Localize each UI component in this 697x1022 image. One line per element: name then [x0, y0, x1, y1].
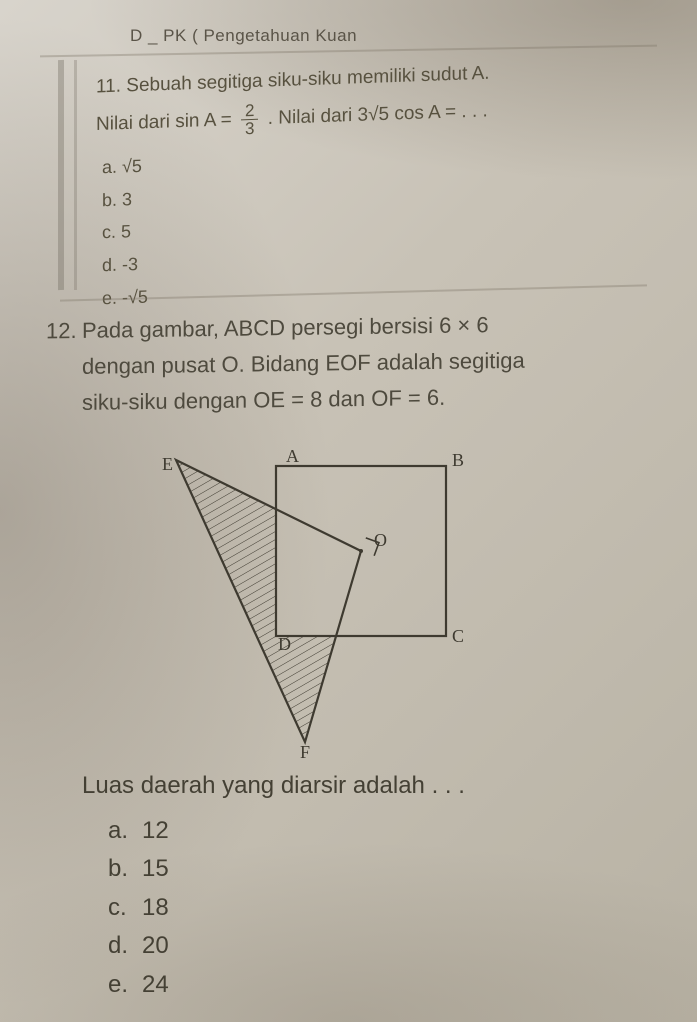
- question-11: 11. Sebuah segitiga siku-siku memiliki s…: [96, 53, 637, 316]
- margin-bar-2: [74, 60, 77, 290]
- q12-opt-e: e.24: [108, 966, 169, 1004]
- label-A: A: [286, 450, 299, 466]
- q12-opt-d: d.20: [108, 927, 169, 965]
- q11-number: 11.: [96, 76, 121, 98]
- label-B: B: [452, 450, 464, 470]
- worksheet-page: D _ PK ( Pengetahuan Kuan 11. Sebuah seg…: [0, 0, 697, 1022]
- q12-opt-c: c.18: [108, 889, 169, 927]
- q12-number: 12.: [46, 314, 77, 349]
- q12-prompt: Luas daerah yang diarsir adalah . . .: [82, 772, 465, 800]
- q12-opt-a: a.12: [108, 812, 169, 850]
- geometry-svg: E A B O C D F: [150, 450, 510, 760]
- label-C: C: [452, 626, 464, 646]
- q11-frac-num: 2: [241, 102, 258, 121]
- q12-options: a.12 b.15 c.18 d.20 e.24: [108, 812, 169, 1004]
- q12-line1: Pada gambar, ABCD persegi bersisi 6 × 6: [82, 306, 637, 348]
- q11-line2-pre: Nilai dari sin A =: [96, 110, 232, 136]
- q12-line3: siku-siku dengan OE = 8 dan OF = 6.: [82, 378, 637, 420]
- label-F: F: [300, 742, 310, 760]
- label-E: E: [162, 454, 173, 474]
- label-O: O: [374, 530, 387, 550]
- q11-fraction: 2 3: [241, 102, 258, 138]
- q12-figure: E A B O C D F: [150, 450, 510, 760]
- q12-opt-b: b.15: [108, 850, 169, 888]
- q12-line2: dengan pusat O. Bidang EOF adalah segiti…: [82, 342, 637, 384]
- page-header: D _ PK ( Pengetahuan Kuan: [130, 26, 357, 46]
- q11-line1: Sebuah segitiga siku-siku memiliki sudut…: [126, 63, 489, 97]
- q11-line2-post: . Nilai dari 3√5 cos A = . . .: [268, 101, 488, 130]
- question-12: 12. Pada gambar, ABCD persegi bersisi 6 …: [82, 306, 637, 422]
- q11-frac-den: 3: [241, 120, 258, 138]
- label-D: D: [278, 634, 291, 654]
- margin-bar: [58, 60, 64, 290]
